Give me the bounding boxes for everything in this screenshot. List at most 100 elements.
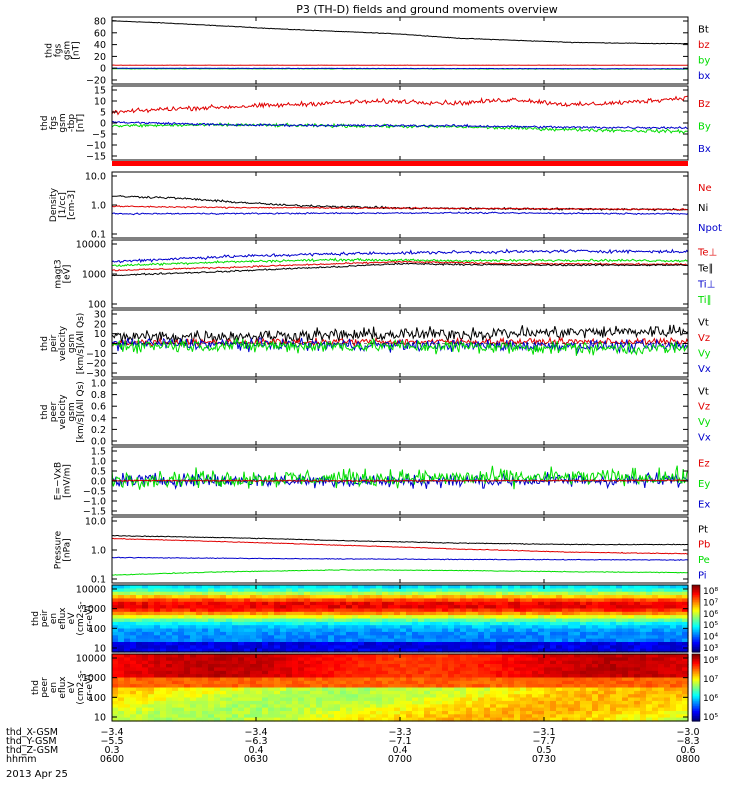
- spectrogram-cell: [658, 704, 665, 709]
- spectrogram-cell: [616, 694, 623, 699]
- spectrogram-cell: [178, 625, 185, 630]
- spectrogram-cell: [604, 605, 611, 610]
- spectrogram-cell: [634, 588, 641, 593]
- spectrogram-cell: [592, 631, 599, 636]
- spectrogram-cell: [346, 707, 353, 712]
- spectrogram-cell: [472, 642, 479, 646]
- spectrogram-cell: [586, 711, 593, 715]
- spectrogram-cell: [226, 608, 233, 613]
- spectrogram-cell: [328, 684, 335, 689]
- spectrogram-cell: [238, 660, 245, 665]
- spectrogram-cell: [478, 628, 485, 633]
- spectrogram-cell: [388, 642, 395, 646]
- spectrogram-cell: [238, 631, 245, 636]
- spectrogram-cell: [304, 694, 311, 699]
- spectrogram-cell: [304, 704, 311, 709]
- spectrogram-cell: [388, 598, 395, 603]
- spectrogram-cell: [118, 625, 125, 630]
- spectrogram-cell: [292, 711, 299, 715]
- spectrogram-cell: [616, 667, 623, 672]
- spectrogram-cell: [268, 621, 275, 626]
- spectrogram-cell: [262, 660, 269, 665]
- spectrogram-cell: [634, 657, 641, 662]
- spectrogram-cell: [178, 664, 185, 668]
- spectrogram-cell: [256, 601, 263, 606]
- spectrogram-cell: [652, 697, 659, 702]
- spectrogram-cell: [268, 687, 275, 692]
- spectrogram-cell: [676, 704, 683, 709]
- spectrogram-cell: [178, 717, 185, 722]
- spectrogram-cell: [154, 677, 161, 682]
- spectrogram-cell: [316, 585, 323, 589]
- spectrogram-cell: [448, 677, 455, 682]
- spectrogram-cell: [250, 642, 257, 646]
- spectrogram-cell: [184, 697, 191, 702]
- y-tick-label: 1000: [82, 673, 106, 684]
- spectrogram-cell: [406, 707, 413, 712]
- spectrogram-cell: [130, 670, 137, 675]
- spectrogram-cell: [340, 642, 347, 646]
- spectrogram-cell: [298, 684, 305, 689]
- spectrogram-cell: [544, 670, 551, 675]
- spectrogram-cell: [478, 608, 485, 613]
- x-axis-value: 0700: [388, 754, 412, 765]
- colorbar-cell: [692, 664, 700, 667]
- spectrogram-cell: [256, 700, 263, 705]
- spectrogram-cell: [352, 654, 359, 658]
- spectrogram-cell: [148, 591, 155, 596]
- spectrogram-cell: [664, 657, 671, 662]
- spectrogram-cell: [298, 660, 305, 665]
- spectrogram-cell: [214, 714, 221, 719]
- spectrogram-cell: [316, 680, 323, 685]
- spectrogram-cell: [424, 628, 431, 633]
- spectrogram-cell: [382, 615, 389, 620]
- spectrogram-cell: [652, 657, 659, 662]
- spectrogram-cell: [514, 660, 521, 665]
- spectrogram-cell: [520, 714, 527, 719]
- spectrogram-cell: [520, 601, 527, 606]
- spectrogram-cell: [274, 654, 281, 658]
- spectrogram-cell: [652, 660, 659, 665]
- spectrogram-cell: [370, 660, 377, 665]
- spectrogram-cell: [184, 700, 191, 705]
- spectrogram-cell: [316, 664, 323, 668]
- spectrogram-cell: [250, 608, 257, 613]
- spectrogram-cell: [556, 635, 563, 640]
- spectrogram-cell: [196, 667, 203, 672]
- spectrogram-cell: [556, 648, 563, 653]
- spectrogram-cell: [346, 654, 353, 658]
- spectrogram-cell: [196, 677, 203, 682]
- spectrogram-cell: [406, 677, 413, 682]
- spectrogram-cell: [220, 677, 227, 682]
- spectrogram-cell: [502, 670, 509, 675]
- colorbar-cell: [692, 623, 700, 626]
- spectrogram-cell: [142, 635, 149, 640]
- spectrogram-cell: [112, 645, 119, 650]
- spectrogram-cell: [670, 585, 677, 589]
- spectrogram-cell: [592, 697, 599, 702]
- spectrogram-cell: [466, 642, 473, 646]
- spectrogram-cell: [286, 611, 293, 616]
- spectrogram-cell: [478, 625, 485, 630]
- spectrogram-cell: [112, 697, 119, 702]
- spectrogram-cell: [172, 638, 179, 643]
- spectrogram-cell: [442, 660, 449, 665]
- y-axis-label-line: thd: [40, 336, 50, 351]
- spectrogram-cell: [322, 670, 329, 675]
- spectrogram-cell: [418, 707, 425, 712]
- spectrogram-cell: [370, 585, 377, 589]
- spectrogram-cell: [616, 660, 623, 665]
- spectrogram-cell: [592, 648, 599, 653]
- spectrogram-cell: [292, 657, 299, 662]
- spectrogram-cell: [166, 670, 173, 675]
- spectrogram-cell: [220, 654, 227, 658]
- spectrogram-cell: [586, 621, 593, 626]
- spectrogram-cell: [412, 618, 419, 623]
- spectrogram-cell: [454, 635, 461, 640]
- spectrogram-cell: [616, 625, 623, 630]
- spectrogram-cell: [658, 697, 665, 702]
- spectrogram-cell: [580, 608, 587, 613]
- spectrogram-cell: [268, 625, 275, 630]
- spectrogram-cell: [154, 674, 161, 679]
- spectrogram-cell: [370, 611, 377, 616]
